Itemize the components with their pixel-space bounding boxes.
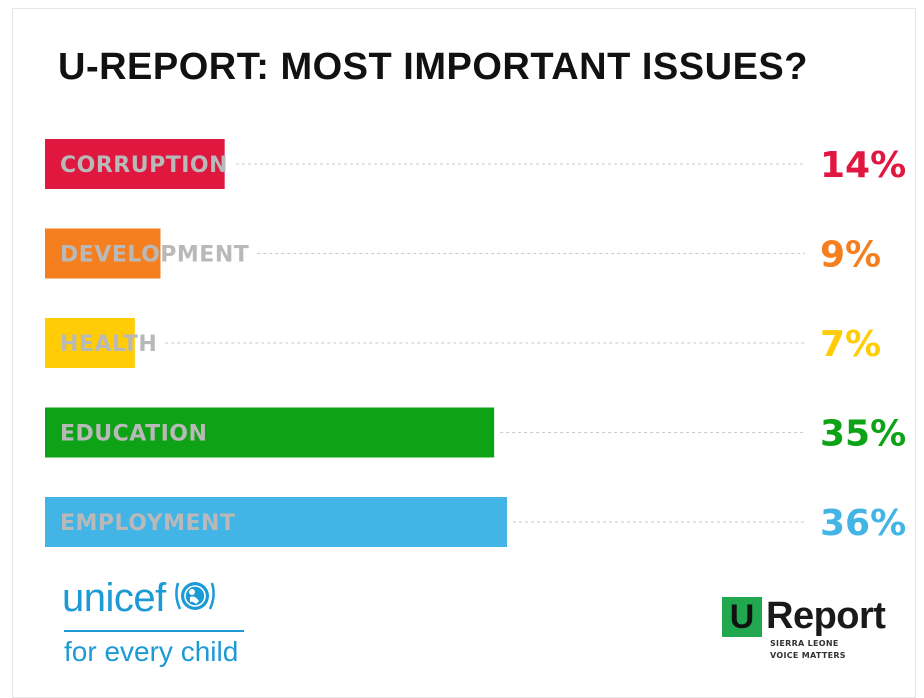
bar-development [45, 228, 161, 279]
bar-employment [45, 497, 507, 547]
ureport-subtitle-2: VOICE MATTERS [770, 651, 846, 660]
value-label-health: 7% [820, 324, 881, 365]
bar-row-employment: EMPLOYMENT 36% [45, 497, 906, 547]
bar-chart: CORRUPTION 14% DEVELOPMENT 9% HEALTH 7% EDUCAT… [45, 139, 906, 547]
chart-title: U-REPORT: MOST IMPORTANT ISSUES? [58, 46, 808, 88]
bar-row-education: EDUCATION 35% [45, 407, 906, 458]
unicef-emblem-icon [172, 575, 218, 622]
value-label-employment: 36% [820, 503, 906, 544]
bar-row-development: DEVELOPMENT 9% [45, 228, 881, 279]
ureport-subtitle-1: SIERRA LEONE [770, 639, 839, 648]
value-label-development: 9% [820, 235, 881, 276]
bar-health [45, 318, 135, 368]
ureport-u-box: U [722, 596, 762, 637]
value-label-corruption: 14% [820, 145, 906, 186]
bar-row-health: HEALTH 7% [45, 318, 881, 368]
value-label-education: 35% [820, 414, 906, 455]
bar-label-education: EDUCATION [60, 422, 207, 447]
bar-label-development: DEVELOPMENT [60, 243, 249, 268]
unicef-logo: unicef for every child [62, 575, 244, 668]
unicef-tagline: for every child [64, 636, 239, 667]
ureport-logo: U Report SIERRA LEONE VOICE MATTERS [722, 595, 886, 662]
ureport-u-letter: U [729, 597, 755, 636]
unicef-wordmark: unicef [62, 576, 166, 620]
bar-label-corruption: CORRUPTION [60, 153, 228, 178]
bar-corruption [45, 139, 225, 189]
unicef-divider [64, 630, 244, 632]
bar-label-employment: EMPLOYMENT [60, 511, 235, 536]
bar-education [45, 407, 495, 458]
bar-label-health: HEALTH [60, 332, 157, 357]
ureport-wordmark: Report [766, 595, 886, 637]
bar-row-corruption: CORRUPTION 14% [45, 139, 906, 189]
